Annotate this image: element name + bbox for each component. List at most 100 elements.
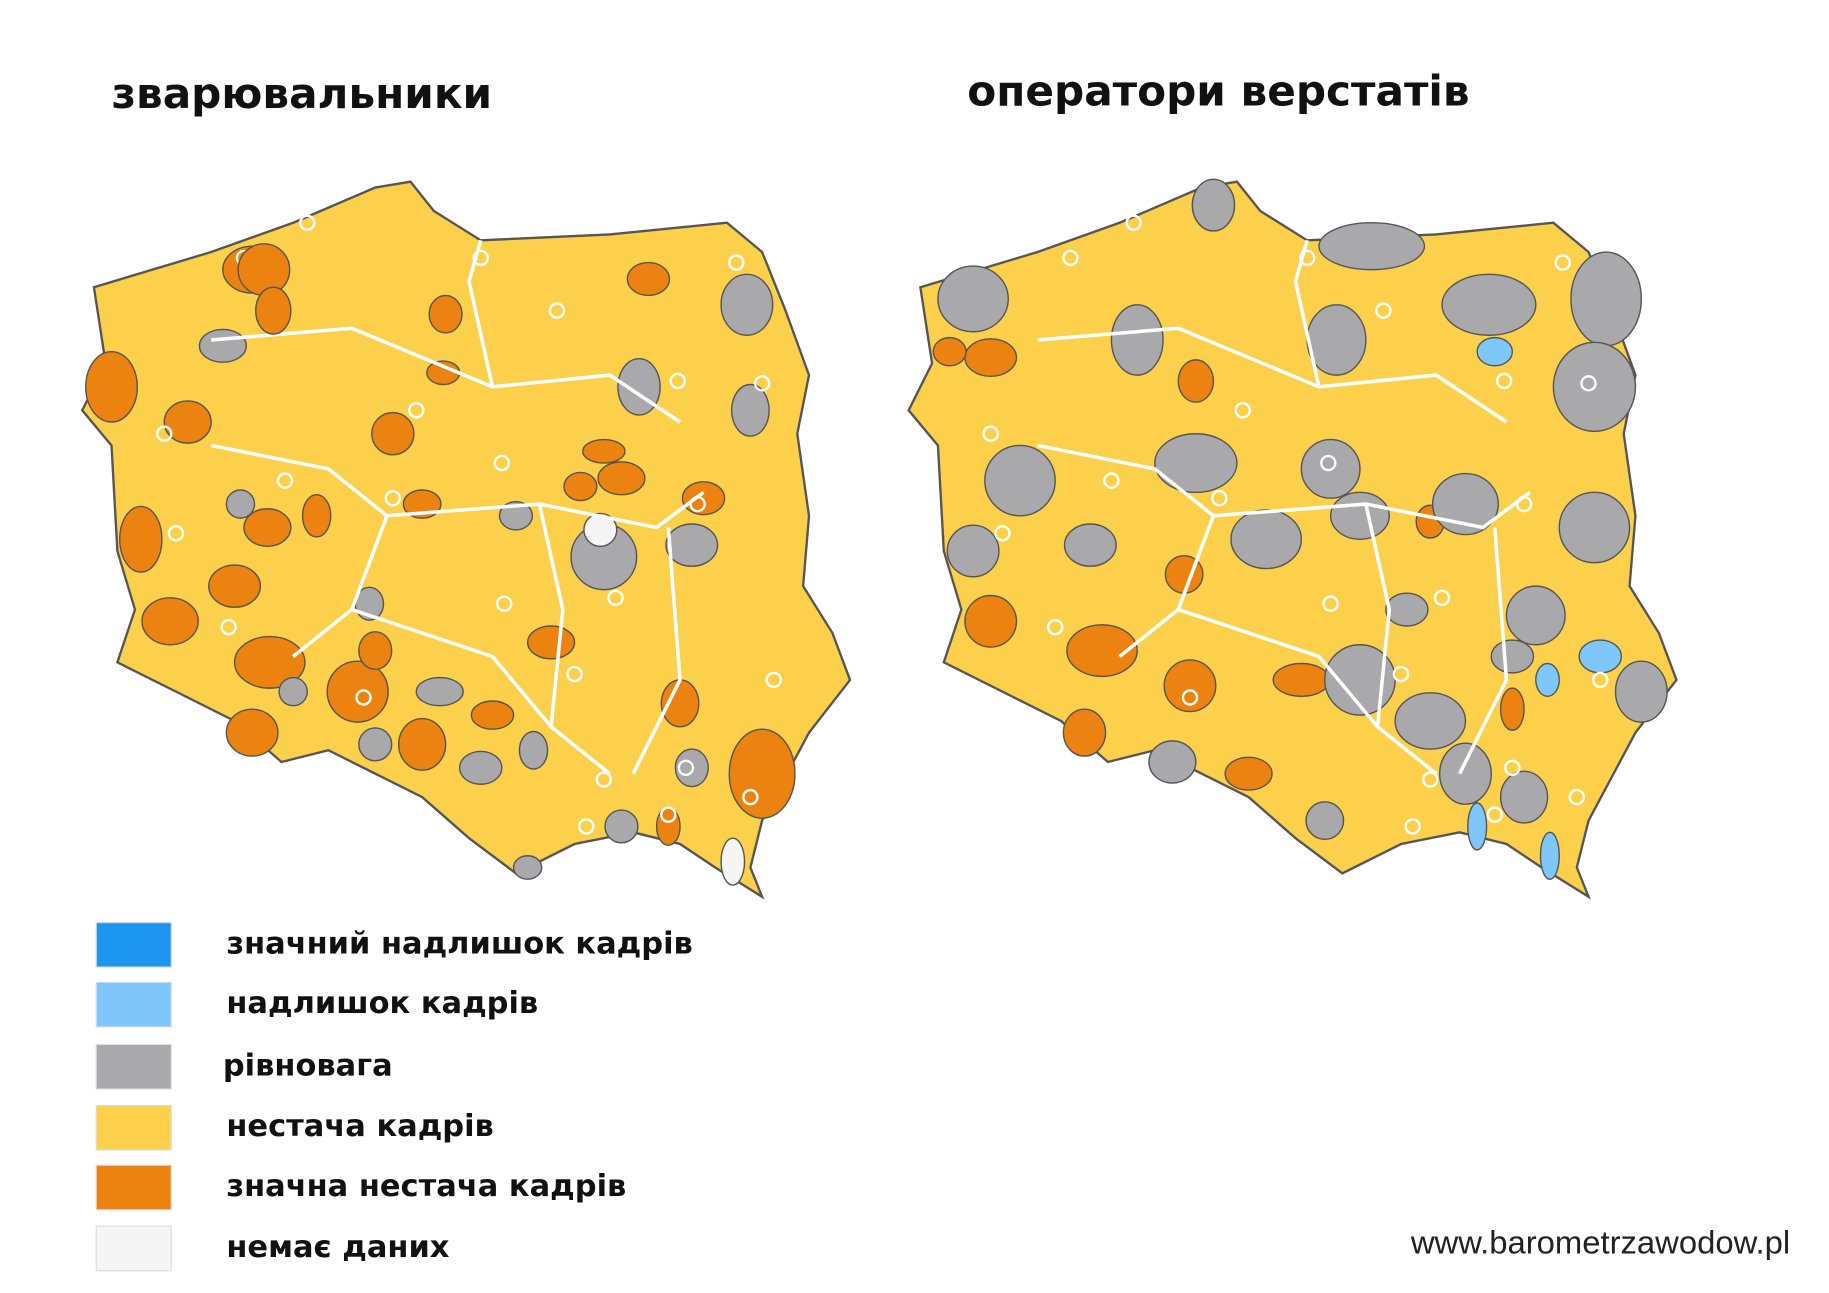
county	[208, 564, 262, 608]
legend-swatch	[95, 1104, 172, 1151]
city	[728, 254, 745, 271]
county	[946, 524, 1000, 578]
city	[1181, 689, 1199, 706]
legend-swatch	[95, 1225, 172, 1272]
city	[1592, 671, 1609, 689]
city	[1568, 788, 1586, 806]
county	[1062, 708, 1107, 757]
city	[982, 425, 999, 442]
city	[1046, 618, 1064, 636]
city	[1433, 589, 1451, 607]
legend-label: значна нестача кадрів	[226, 1169, 626, 1204]
city	[496, 595, 513, 612]
city	[408, 402, 425, 419]
county	[1163, 659, 1217, 713]
county	[1306, 304, 1367, 376]
county	[582, 438, 626, 464]
province-border	[537, 503, 611, 776]
county	[681, 481, 726, 516]
county	[163, 400, 212, 444]
city	[1392, 665, 1410, 683]
county	[604, 809, 639, 844]
county	[1224, 756, 1273, 791]
city	[548, 302, 566, 319]
county	[1385, 592, 1429, 627]
maps	[80, 178, 1678, 900]
county	[1324, 644, 1396, 716]
legend-swatch	[95, 981, 172, 1028]
county	[932, 336, 967, 367]
city	[220, 618, 237, 636]
county	[358, 631, 393, 671]
county	[1177, 359, 1215, 403]
source: www.barometrzawodow.pl	[1410, 1224, 1790, 1261]
county	[583, 512, 618, 547]
city	[355, 689, 372, 706]
county	[720, 273, 774, 336]
legend: значний надлишок кадрів надлишок кадрів рі…	[95, 921, 693, 1272]
county	[563, 471, 598, 502]
city	[1504, 759, 1521, 777]
county	[1318, 222, 1426, 271]
county	[1441, 273, 1537, 336]
county	[626, 261, 671, 297]
city	[1554, 254, 1571, 271]
province-border	[1213, 490, 1531, 530]
county	[1539, 831, 1560, 880]
city	[384, 490, 402, 507]
city	[1486, 806, 1503, 823]
county	[1438, 742, 1492, 805]
county	[1066, 624, 1138, 678]
city	[1234, 402, 1251, 419]
county	[964, 594, 1018, 648]
city	[578, 818, 595, 835]
city	[753, 375, 771, 392]
city	[765, 671, 783, 689]
city	[1211, 490, 1228, 507]
county	[964, 338, 1018, 377]
county	[225, 708, 279, 757]
city	[1515, 495, 1533, 513]
county	[1329, 491, 1390, 540]
county	[1063, 523, 1117, 567]
county	[730, 383, 770, 437]
county	[278, 676, 308, 707]
county	[141, 597, 199, 646]
county	[415, 676, 464, 707]
county	[1490, 639, 1535, 674]
county	[1154, 433, 1238, 494]
city	[167, 525, 185, 542]
province-border	[386, 490, 705, 530]
county	[326, 660, 389, 723]
county	[1148, 740, 1197, 784]
county	[1499, 770, 1549, 824]
province-border	[1177, 607, 1379, 728]
county	[597, 461, 646, 496]
county	[1558, 491, 1631, 564]
county	[1230, 509, 1303, 570]
county	[526, 625, 576, 660]
legend-swatch	[95, 1164, 172, 1211]
county	[1110, 304, 1164, 376]
city	[472, 249, 489, 267]
county	[398, 717, 447, 771]
city	[1580, 375, 1597, 392]
city	[677, 759, 695, 777]
province-border	[1293, 239, 1321, 388]
county	[498, 501, 534, 531]
county	[1272, 662, 1331, 698]
city	[1404, 818, 1421, 835]
county	[1578, 639, 1623, 674]
county	[728, 728, 796, 819]
county	[1191, 178, 1236, 232]
county	[1476, 336, 1514, 367]
province-border	[1364, 503, 1438, 776]
country	[80, 180, 852, 900]
map	[80, 180, 852, 900]
county	[119, 505, 163, 573]
legend-swatch	[95, 1043, 172, 1090]
province-border	[631, 527, 682, 775]
county	[937, 265, 1009, 333]
